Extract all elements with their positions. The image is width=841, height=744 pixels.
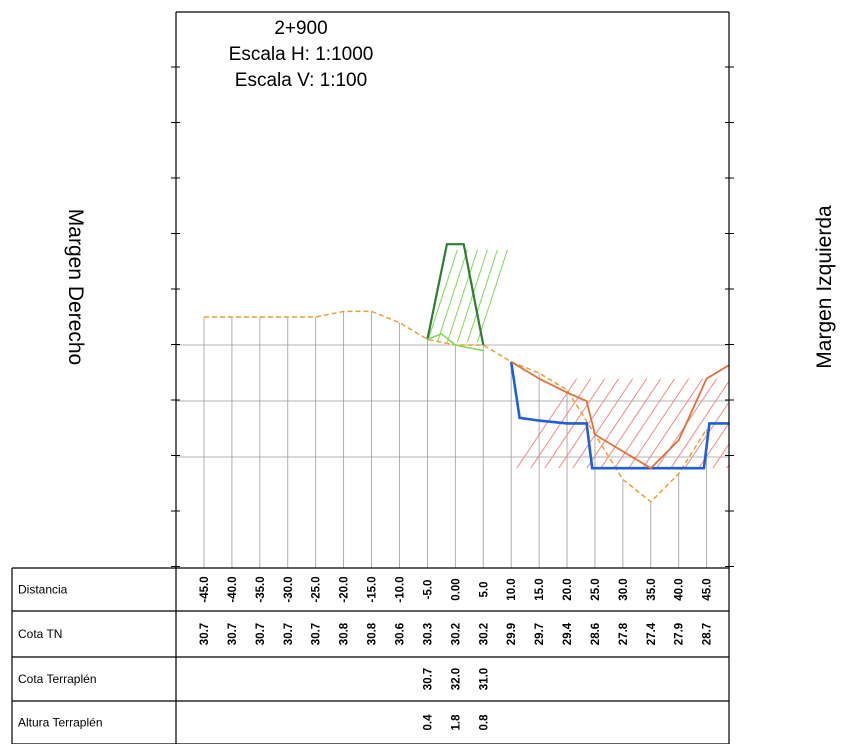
- table-cell-value: 29.9: [506, 623, 518, 645]
- channel-hatch-line: [642, 378, 704, 469]
- table-row-label: Cota TN: [18, 627, 62, 641]
- table-cell-value: 25.0: [590, 578, 602, 600]
- table-cell-value: 31.0: [478, 668, 490, 690]
- table-cell-value: 35.0: [646, 578, 658, 600]
- table-cell-value: 30.7: [199, 623, 211, 645]
- channel-hatch-line: [628, 378, 690, 469]
- channel-hatch-line: [558, 378, 620, 469]
- table-cell-value: -15.0: [367, 576, 379, 602]
- table-cell-value: 30.3: [422, 623, 434, 645]
- channel-hatch-line: [726, 463, 729, 469]
- embankment-outline: [426, 243, 485, 346]
- table-row-label: Altura Terraplén: [18, 716, 103, 730]
- table-cell-value: 15.0: [534, 578, 546, 600]
- table-cell-value: 45.0: [702, 578, 714, 600]
- table-row-label: Distancia: [18, 583, 68, 597]
- table-cell-value: 0.4: [422, 714, 434, 731]
- vertical-scale-label: Escala V: 1:100: [234, 70, 368, 91]
- embankment-hatch-line: [446, 249, 478, 343]
- channel-hatch-line: [600, 378, 662, 469]
- table-cell-value: 29.7: [534, 623, 546, 645]
- table-cell-value: 27.4: [646, 622, 658, 645]
- title-block: 2+900 Escala H: 1:1000 Escala V: 1:100: [176, 16, 426, 94]
- channel-slope-line: [510, 361, 729, 470]
- table-cell-value: -30.0: [283, 576, 295, 602]
- table-cell-value: -45.0: [199, 576, 211, 602]
- table-cell-value: 28.6: [590, 623, 602, 645]
- table-cell-value: 30.7: [283, 623, 295, 645]
- table-cell-value: 30.7: [227, 623, 239, 645]
- channel-bottom-line: [509, 361, 729, 470]
- section-lines: [204, 243, 729, 503]
- table-cell-value: 27.8: [618, 622, 630, 645]
- embankment-hatch-line: [476, 249, 508, 343]
- table-cell-value: 28.7: [702, 623, 714, 645]
- embankment-hatch-line: [466, 249, 498, 343]
- hatch-areas: [426, 249, 729, 469]
- table-cell-value: 30.7: [422, 668, 434, 690]
- table-cell-value: -10.0: [394, 576, 406, 602]
- table-cell-value: 1.8: [450, 714, 462, 731]
- table-cell-value: -25.0: [311, 576, 323, 602]
- plot-frame: [175, 11, 730, 744]
- table-cell-value: 30.8: [339, 622, 351, 645]
- table-cell-value: -40.0: [227, 576, 239, 602]
- station-label: 2+900: [274, 18, 328, 39]
- table-cell-value: -35.0: [255, 576, 267, 602]
- table-cell-value: 0.00: [450, 578, 462, 600]
- table-cell-value: 30.7: [311, 623, 323, 645]
- embankment-hatch-line: [426, 249, 458, 343]
- table-cell-value: -20.0: [339, 576, 351, 602]
- table-cell-value: 30.0: [618, 578, 630, 600]
- channel-hatch-line: [586, 378, 648, 469]
- table-cell-value: 27.9: [674, 623, 686, 645]
- embankment-base-line: [427, 332, 484, 352]
- channel-hatch-line: [516, 378, 578, 469]
- table-cell-value: 30.8: [367, 622, 379, 645]
- table-cell-value: 40.0: [674, 578, 686, 600]
- table-cell-value: 30.2: [478, 623, 490, 645]
- table-cell-value: 5.0: [478, 582, 490, 598]
- table-cell-value: 29.4: [562, 622, 574, 645]
- horizontal-scale-label: Escala H: 1:1000: [228, 44, 374, 65]
- table-cell-value: 10.0: [506, 578, 518, 600]
- table-cell-value: 20.0: [562, 578, 574, 600]
- table-row-label: Cota Terraplén: [18, 672, 97, 686]
- data-table: Distancia -45.0 -40.0 -35.0 -30.0 -25.0 -20.0 -…: [11, 567, 729, 744]
- channel-hatch-line: [712, 443, 729, 469]
- table-cell-value: 30.2: [450, 623, 462, 645]
- embankment-hatch-line: [436, 249, 468, 343]
- table-cell-value: 0.8: [478, 714, 490, 731]
- embankment-hatch-line: [456, 249, 488, 343]
- channel-hatch-line: [572, 378, 634, 469]
- table-cell-value: 30.6: [394, 623, 406, 645]
- table-cell-value: -5.0: [422, 580, 434, 600]
- table-cell-value: 30.7: [255, 623, 267, 645]
- channel-hatch-line: [670, 380, 729, 469]
- table-cell-value: 32.0: [450, 668, 462, 690]
